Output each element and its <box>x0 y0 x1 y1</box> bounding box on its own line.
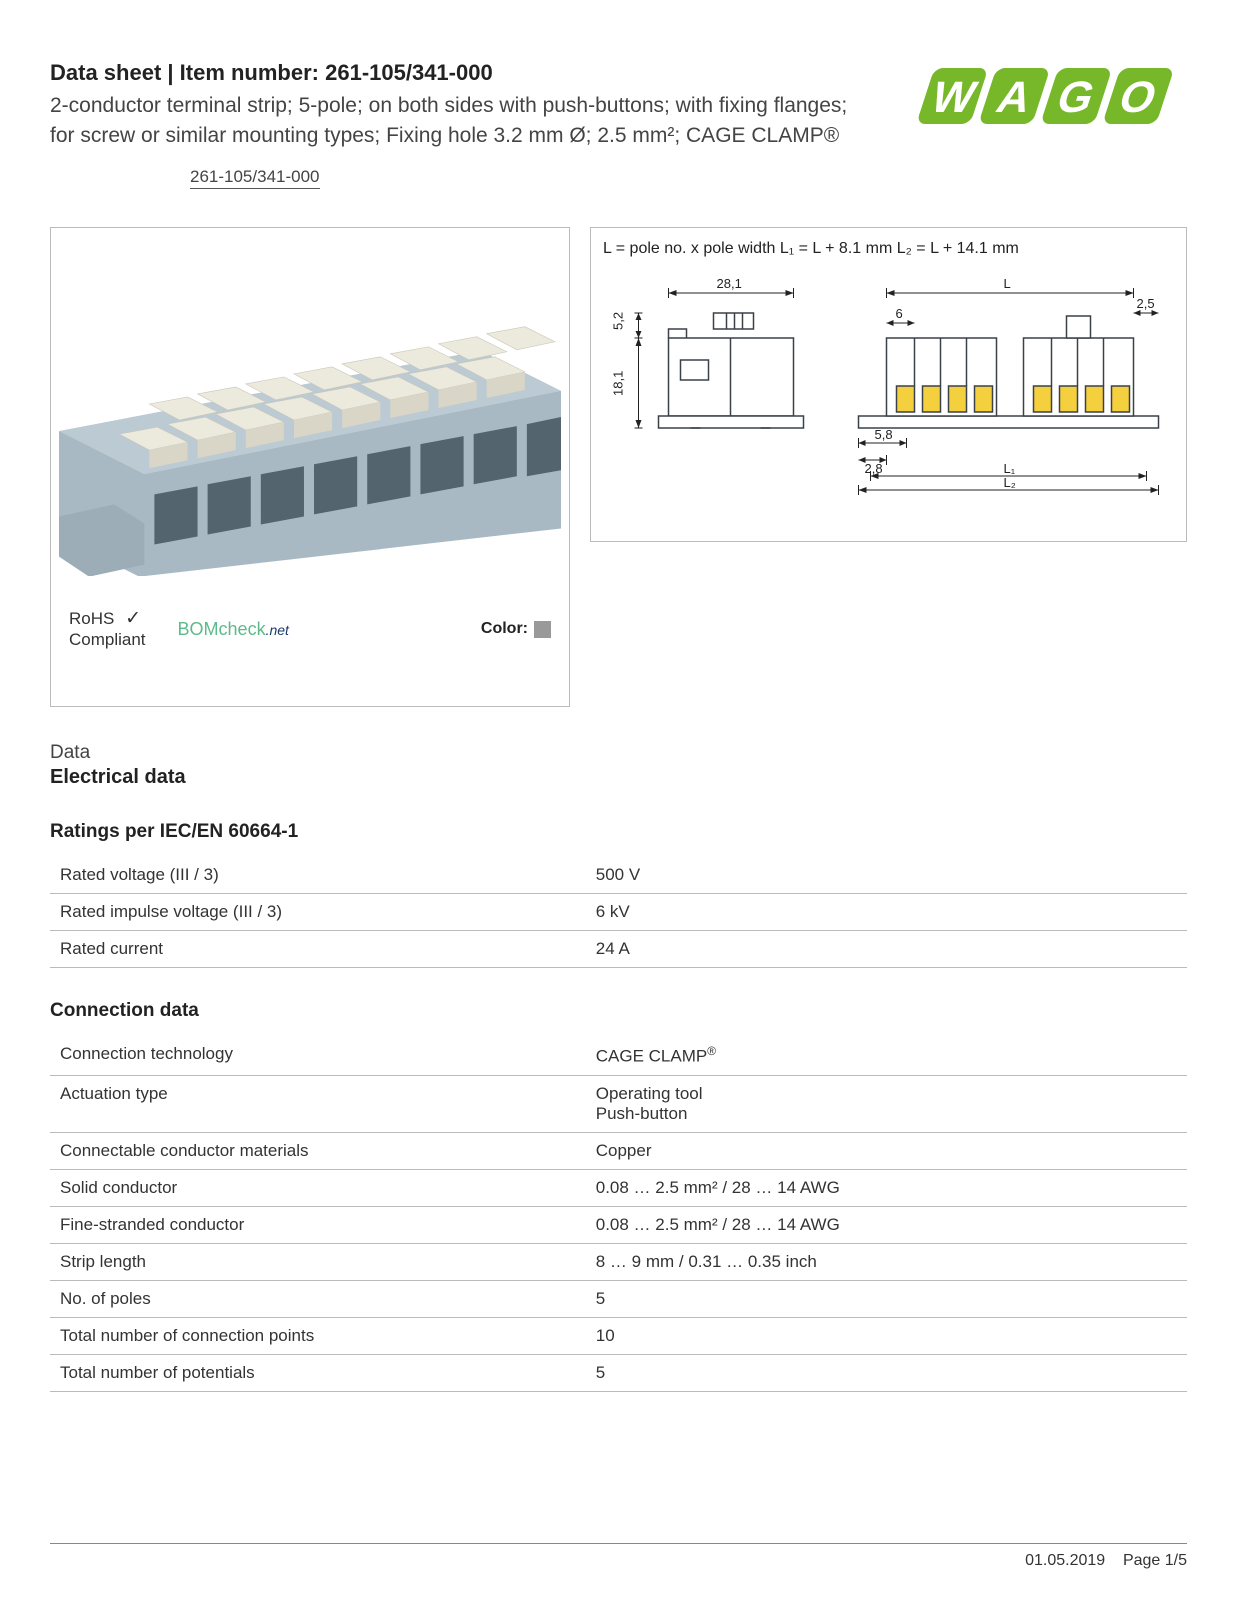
dim-6: 6 <box>896 306 903 321</box>
connection-heading: Connection data <box>50 1000 1187 1022</box>
ratings-table: Rated voltage (III / 3) 500 V Rated impu… <box>50 857 1187 968</box>
bomcheck-logo: BOMcheck.net <box>178 619 289 640</box>
table-row: Total number of potentials 5 <box>50 1354 1187 1391</box>
spec-label: Rated voltage (III / 3) <box>50 857 596 894</box>
rohs-text: RoHS <box>69 609 114 628</box>
header: Data sheet | Item number: 261-105/341-00… <box>50 60 1187 152</box>
dimension-diagram-panel: L = pole no. x pole width L₁ = L + 8.1 m… <box>590 227 1187 542</box>
spec-label: Total number of potentials <box>50 1354 596 1391</box>
color-indicator: Color: <box>481 620 551 638</box>
spec-label: Total number of connection points <box>50 1317 596 1354</box>
spec-label: Rated impulse voltage (III / 3) <box>50 893 596 930</box>
table-row: Fine-stranded conductor 0.08 … 2.5 mm² /… <box>50 1206 1187 1243</box>
footer-page: Page 1/5 <box>1123 1552 1187 1569</box>
bomcheck-text: BOMcheck <box>178 619 266 639</box>
dim-28: 2,8 <box>865 461 883 476</box>
spec-value: 0.08 … 2.5 mm² / 28 … 14 AWG <box>596 1206 1187 1243</box>
spec-label: Fine-stranded conductor <box>50 1206 596 1243</box>
spec-label: No. of poles <box>50 1280 596 1317</box>
spec-value: Copper <box>596 1132 1187 1169</box>
ratings-heading: Ratings per IEC/EN 60664-1 <box>50 821 1187 843</box>
spec-value: CAGE CLAMP® <box>596 1036 1187 1075</box>
dim-h-side: 18,1 <box>611 371 626 396</box>
wago-logo: W A G O <box>907 60 1187 137</box>
dimension-drawing: 28,1 5,2 <box>603 268 1174 498</box>
spec-label: Actuation type <box>50 1075 596 1132</box>
header-text: Data sheet | Item number: 261-105/341-00… <box>50 60 907 152</box>
table-row: Connectable conductor materials Copper <box>50 1132 1187 1169</box>
spec-value: 10 <box>596 1317 1187 1354</box>
table-row: Actuation type Operating tool Push-butto… <box>50 1075 1187 1132</box>
spec-value: 24 A <box>596 930 1187 967</box>
spec-value: 5 <box>596 1280 1187 1317</box>
item-ref-text: 261-105/341-000 <box>190 167 320 189</box>
spec-value: 500 V <box>596 857 1187 894</box>
data-label: Data <box>50 742 1187 764</box>
table-row: Rated current 24 A <box>50 930 1187 967</box>
product-image-panel: RoHS ✓ Compliant BOMcheck.net Color: <box>50 227 570 707</box>
title-item-number: 261-105/341-000 <box>325 60 493 85</box>
item-ref: 261-105/341-000 <box>50 167 1187 187</box>
title-prefix: Data sheet | Item number: <box>50 60 325 85</box>
spec-value: 8 … 9 mm / 0.31 … 0.35 inch <box>596 1243 1187 1280</box>
spec-label: Solid conductor <box>50 1169 596 1206</box>
electrical-data-heading: Electrical data <box>50 766 1187 789</box>
spec-value: Operating tool Push-button <box>596 1075 1187 1132</box>
spec-label: Strip length <box>50 1243 596 1280</box>
dimension-formula: L = pole no. x pole width L₁ = L + 8.1 m… <box>603 240 1174 258</box>
spec-label: Connection technology <box>50 1036 596 1075</box>
page-title: Data sheet | Item number: 261-105/341-00… <box>50 60 867 86</box>
color-swatch <box>534 621 551 638</box>
compliant-text: Compliant <box>69 630 146 649</box>
dim-25: 2,5 <box>1137 296 1155 311</box>
check-icon: ✓ <box>125 608 141 629</box>
product-image <box>59 236 561 576</box>
color-label-text: Color: <box>481 620 528 638</box>
compliance-row: RoHS ✓ Compliant BOMcheck.net Color: <box>69 608 551 651</box>
footer-date: 01.05.2019 <box>1025 1552 1105 1569</box>
dim-w-top: 28,1 <box>717 276 742 291</box>
table-row: No. of poles 5 <box>50 1280 1187 1317</box>
table-row: Connection technology CAGE CLAMP® <box>50 1036 1187 1075</box>
dim-58: 5,8 <box>875 427 893 442</box>
table-row: Rated impulse voltage (III / 3) 6 kV <box>50 893 1187 930</box>
spec-label: Connectable conductor materials <box>50 1132 596 1169</box>
footer: 01.05.2019 Page 1/5 <box>50 1543 1187 1570</box>
table-row: Total number of connection points 10 <box>50 1317 1187 1354</box>
dim-L2: L₂ <box>1004 475 1016 490</box>
spec-value: 0.08 … 2.5 mm² / 28 … 14 AWG <box>596 1169 1187 1206</box>
spec-label: Rated current <box>50 930 596 967</box>
spec-value: 5 <box>596 1354 1187 1391</box>
bomcheck-suffix: .net <box>266 622 289 638</box>
dim-L: L <box>1004 276 1011 291</box>
table-row: Solid conductor 0.08 … 2.5 mm² / 28 … 14… <box>50 1169 1187 1206</box>
table-row: Rated voltage (III / 3) 500 V <box>50 857 1187 894</box>
product-description: 2-conductor terminal strip; 5-pole; on b… <box>50 91 867 152</box>
dim-L1: L₁ <box>1004 461 1016 476</box>
spec-value: 6 kV <box>596 893 1187 930</box>
connection-table: Connection technology CAGE CLAMP® Actuat… <box>50 1036 1187 1392</box>
rohs-compliant: RoHS ✓ Compliant <box>69 608 146 651</box>
table-row: Strip length 8 … 9 mm / 0.31 … 0.35 inch <box>50 1243 1187 1280</box>
dim-h-top: 5,2 <box>611 312 626 330</box>
